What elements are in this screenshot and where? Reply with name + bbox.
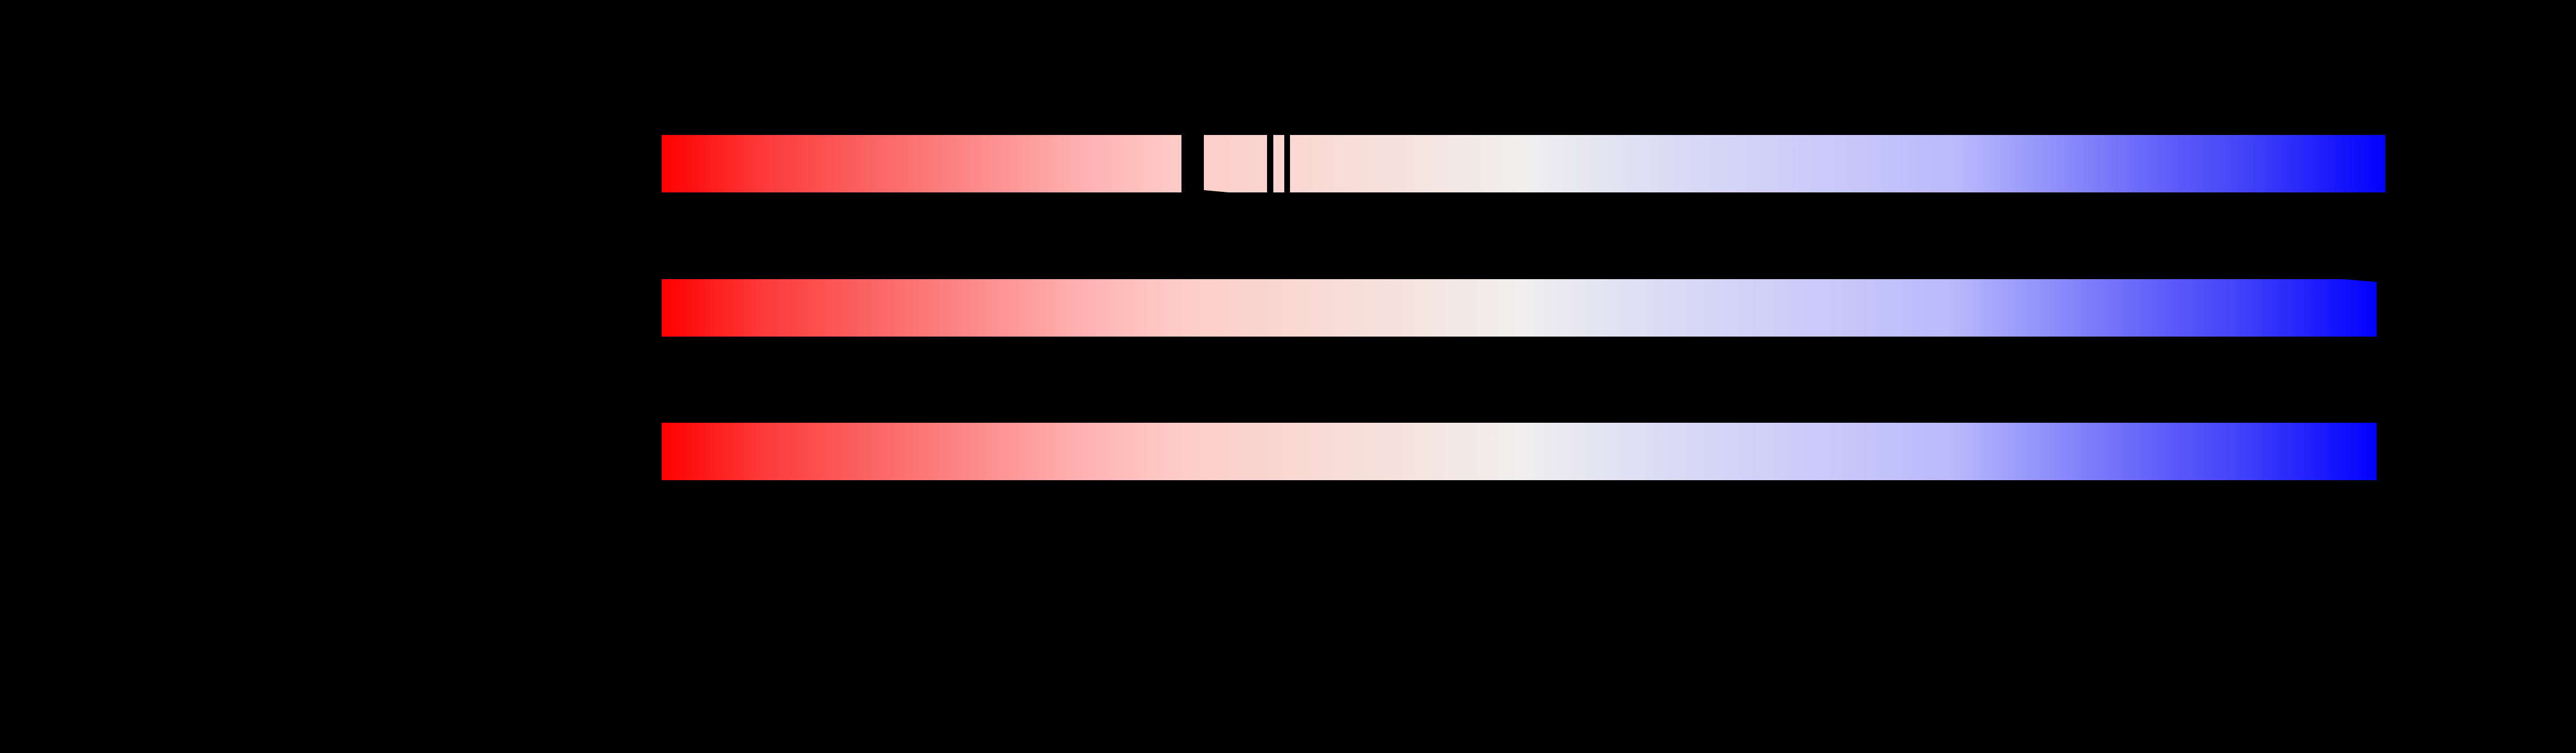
bar1-tick-mark-wide [1181, 135, 1204, 192]
bar1-tick-mark-thin-1 [1267, 135, 1273, 192]
bar1-bottom-notch [1204, 190, 1235, 193]
gradient-bar-3 [662, 423, 2377, 480]
gradient-bar-1 [662, 135, 2385, 192]
bar2-topright-notch [2343, 279, 2377, 282]
bar1-tick-mark-thin-2 [1284, 135, 1290, 192]
gradient-bar-2 [662, 279, 2377, 337]
